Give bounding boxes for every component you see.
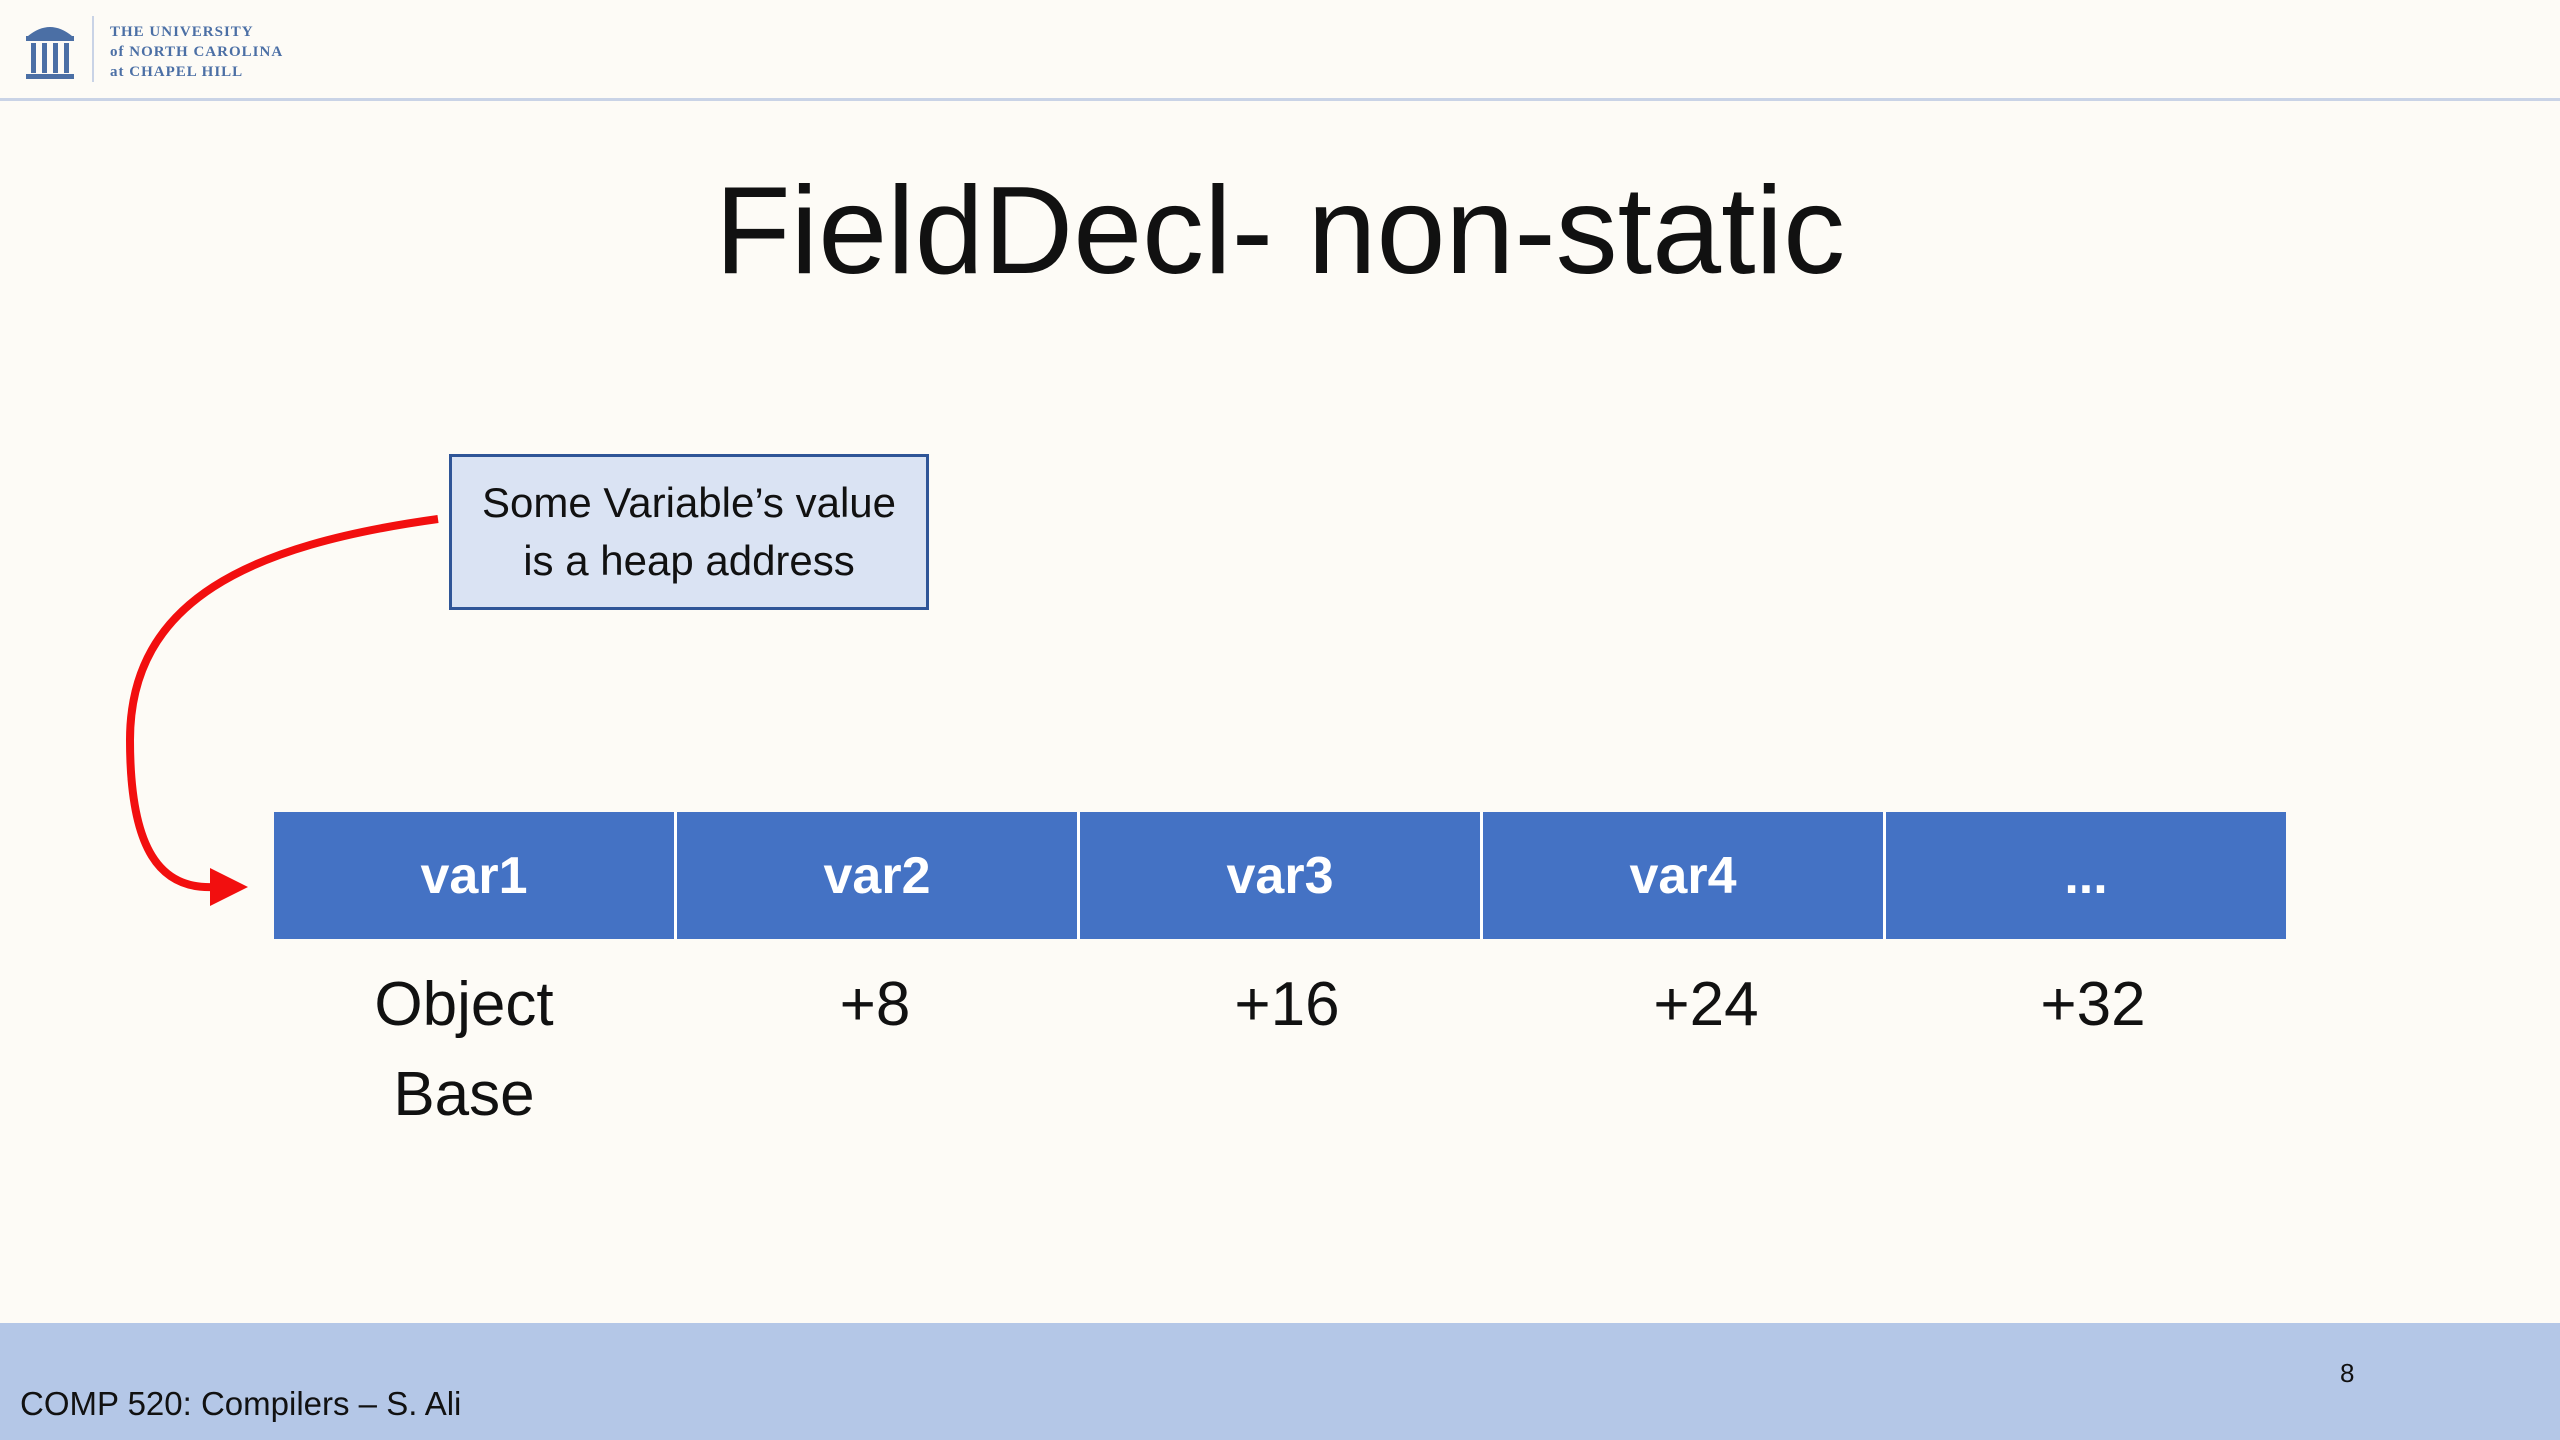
offset-line: +16 [1234,970,1340,1039]
offset: +8 [674,960,1076,1050]
page-number: 8 [2340,1358,2355,1388]
logo-icon [26,27,74,79]
cell: var1 [274,812,677,939]
memory-row: var1 var2 var3 var4... [274,812,2286,939]
slide-title: FieldDecl- non-static [714,162,1846,300]
logo-line: at CHAPEL HILL [110,64,244,80]
offset: +16 [1086,960,1488,1050]
callout-line: is a heap address [523,537,855,584]
offset-line: Object [374,970,554,1039]
logo-line: of NORTH CAROLINA [110,44,284,60]
offset: +24 [1505,960,1907,1050]
offset-line: +32 [2040,970,2146,1039]
logo-divider [92,16,94,82]
header: THE UNIVERSITY of NORTH CAROLINA at CHAPEL… [0,0,2560,101]
footer [0,1323,2560,1440]
footer-text: COMP 520: Compilers – S. Ali [20,1385,462,1422]
logo-line: THE UNIVERSITY [110,24,254,40]
offset-line: +24 [1653,970,1759,1039]
cell: ... [1886,812,2286,939]
callout-line: Some Variable’s value [481,479,896,526]
cell: var3 [1080,812,1483,939]
callout: Some Variable’s value is a heap address [449,454,929,610]
offset: Object Base [263,960,665,1140]
cell: var2 [677,812,1080,939]
offset-line: Base [393,1060,535,1129]
offset: +32 [1892,960,2294,1050]
logo-text: THE UNIVERSITY of NORTH CAROLINA at CHAPEL… [110,22,283,82]
offset-line: +8 [839,970,911,1039]
cell: var4 [1483,812,1886,939]
